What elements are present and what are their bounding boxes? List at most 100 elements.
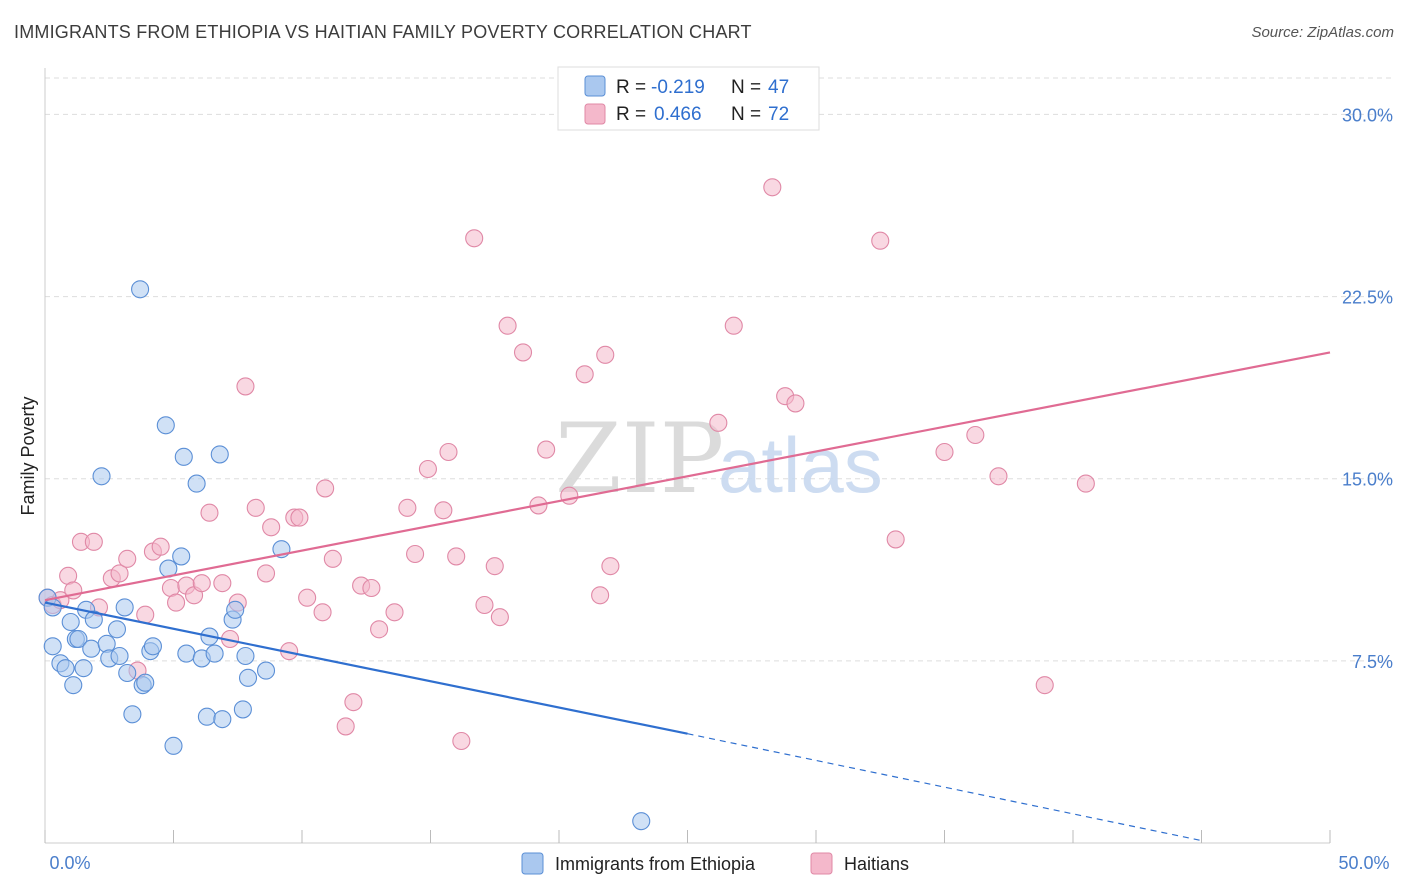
haitian-point <box>485 557 504 576</box>
haitian-point <box>452 731 471 751</box>
ethiopia-point <box>256 661 276 680</box>
ethiopia-point <box>143 637 162 656</box>
haitian-point <box>475 595 494 615</box>
trend-lines <box>44 351 1331 842</box>
ethiopia-point <box>172 547 191 566</box>
ethiopia-point <box>177 644 196 663</box>
chart-title: IMMIGRANTS FROM ETHIOPIA VS HAITIAN FAMI… <box>14 22 752 42</box>
ethiopia-point <box>164 736 183 755</box>
haitian-point <box>256 564 276 583</box>
ethiopia-point <box>110 646 129 666</box>
legend-n-value-ethiopia: 47 <box>768 77 789 98</box>
haitian-point <box>886 530 905 549</box>
ethiopia-point <box>61 612 80 632</box>
y-tick-label: 30.0% <box>1342 105 1393 125</box>
series-legend: Immigrants from Ethiopia Haitians <box>521 852 909 875</box>
ethiopia-point <box>236 646 255 666</box>
ethiopia-point <box>226 600 245 619</box>
haitian-point <box>724 316 743 335</box>
haitian-point <box>591 586 610 605</box>
haitian-point <box>151 537 170 556</box>
haitian-point <box>385 603 404 622</box>
haitian-point <box>246 498 265 517</box>
legend-r-label-ethiopia: R = <box>616 77 646 98</box>
ethiopia-point <box>115 598 134 617</box>
haitian-point <box>323 549 342 568</box>
haitian-point <box>601 557 620 576</box>
haitian-point <box>406 544 425 564</box>
ethiopia-point <box>43 637 62 656</box>
haitian-point <box>498 316 517 335</box>
ethiopia-point <box>56 659 75 678</box>
y-tick-label: 22.5% <box>1342 288 1393 308</box>
bottom-legend-label-ethiopia: Immigrants from Ethiopia <box>555 854 756 874</box>
ethiopia-trend-line <box>44 601 688 735</box>
haitian-point <box>192 574 211 593</box>
ethiopia-point <box>156 416 175 435</box>
haitian-point <box>763 178 782 197</box>
haitian-point <box>362 578 381 598</box>
haitian-point <box>167 593 186 612</box>
haitian-point <box>398 498 417 517</box>
ethiopia-point <box>92 467 111 486</box>
watermark: ZIP atlas <box>555 403 883 515</box>
legend-r-label-haitians: R = <box>616 104 646 125</box>
bottom-legend-swatch-haitians <box>810 852 833 875</box>
ethiopia-point <box>238 668 258 687</box>
haitian-point <box>236 377 255 396</box>
bottom-legend-swatch-ethiopia <box>521 852 544 875</box>
haitians-trend-line <box>44 351 1331 602</box>
ethiopia-point <box>187 474 206 493</box>
x-tick-label-max: 50.0% <box>1338 853 1389 873</box>
haitian-point <box>596 345 615 364</box>
haitian-point <box>935 442 954 462</box>
legend-swatch-ethiopia <box>584 75 606 97</box>
haitian-point <box>989 467 1008 486</box>
y-tick-labels: 7.5% 15.0% 22.5% 30.0% <box>1342 105 1393 671</box>
haitian-point <box>966 425 985 445</box>
haitian-point <box>560 486 579 505</box>
legend-r-value-ethiopia: -0.219 <box>651 77 705 98</box>
ethiopia-point <box>197 707 216 726</box>
haitian-point <box>313 603 332 622</box>
legend-n-value-haitians: 72 <box>768 104 789 125</box>
haitian-point <box>434 501 453 520</box>
y-tick-label: 15.0% <box>1342 470 1393 490</box>
haitian-point <box>418 459 437 479</box>
x-tick-label-min: 0.0% <box>49 853 90 873</box>
haitian-point <box>513 343 533 362</box>
source-label: Source: ZipAtlas.com <box>1251 24 1394 41</box>
legend-n-label-haitians: N = <box>731 104 761 125</box>
haitian-point <box>786 394 805 413</box>
y-tick-label: 7.5% <box>1352 652 1393 672</box>
ethiopia-point <box>69 629 88 649</box>
ethiopia-point <box>43 598 62 617</box>
ethiopia-point <box>205 644 224 663</box>
haitian-point <box>344 693 363 712</box>
ethiopia-points <box>38 280 651 831</box>
legend-swatch-haitians <box>584 103 606 125</box>
haitian-point <box>709 413 728 432</box>
ethiopia-point <box>118 663 137 683</box>
haitian-point <box>871 231 890 250</box>
legend-r-value-haitians: 0.466 <box>654 104 702 125</box>
ethiopia-point <box>64 676 83 695</box>
haitian-point <box>298 588 317 607</box>
x-ticks <box>44 830 1331 843</box>
ethiopia-point <box>632 812 651 831</box>
haitian-point <box>213 574 232 593</box>
ethiopia-point <box>174 447 193 466</box>
haitian-point <box>447 547 466 566</box>
haitian-point <box>262 518 281 537</box>
ethiopia-point <box>210 445 229 464</box>
haitian-point <box>490 608 509 627</box>
ethiopia-point <box>74 659 93 678</box>
haitian-point <box>84 532 103 551</box>
gridlines <box>45 77 1392 662</box>
haitian-point <box>537 440 556 459</box>
haitian-point <box>370 620 389 639</box>
haitian-point <box>200 503 219 522</box>
ethiopia-point <box>84 610 103 629</box>
haitian-point <box>136 605 155 624</box>
